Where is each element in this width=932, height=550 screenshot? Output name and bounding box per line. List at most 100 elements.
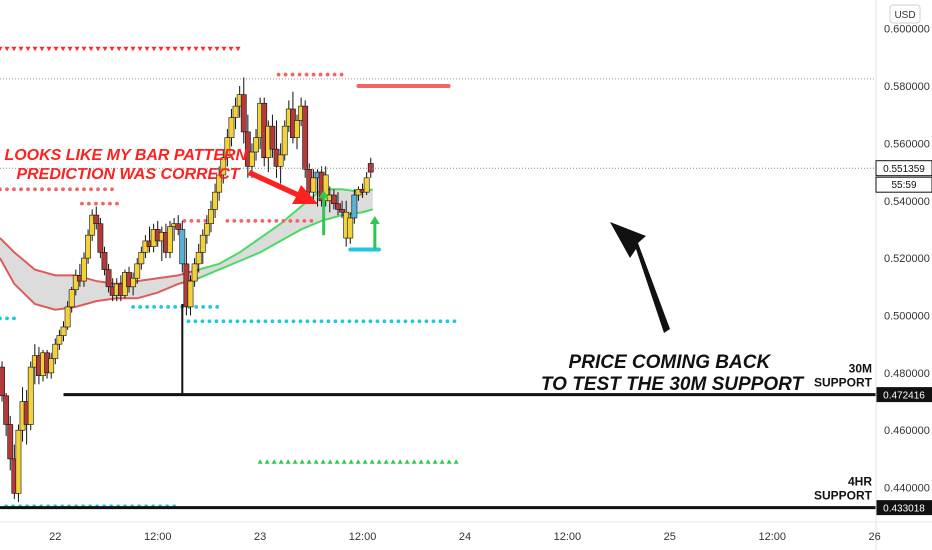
candle[interactable] [60, 321, 67, 342]
candle[interactable] [347, 212, 354, 244]
level-dot [290, 72, 295, 77]
candle[interactable] [89, 209, 96, 241]
candle[interactable] [72, 269, 79, 296]
currency-badge[interactable]: USD [889, 4, 921, 24]
candle-body [335, 203, 341, 210]
annotation-bar-pattern-text: LOOKS LIKE MY BAR PATTERN PREDICTION WAS… [4, 147, 251, 183]
level-dot [431, 319, 436, 324]
level-triangle-up [341, 459, 347, 464]
level-triangle-down [179, 46, 185, 52]
level-triangle-down [32, 46, 38, 52]
candle[interactable] [203, 215, 210, 244]
candle[interactable] [330, 189, 337, 210]
level-dot [325, 72, 330, 77]
candle[interactable] [240, 77, 247, 144]
candles[interactable] [0, 77, 374, 502]
level-dot [131, 304, 136, 309]
level-dot [200, 319, 205, 324]
candle[interactable] [228, 108, 235, 147]
candle[interactable] [15, 424, 22, 502]
candle[interactable] [105, 263, 112, 293]
candle[interactable] [187, 275, 194, 316]
candle[interactable] [277, 143, 284, 184]
candle-body [85, 234, 91, 259]
candle[interactable] [85, 229, 91, 264]
candle[interactable] [52, 338, 59, 365]
candle-body [68, 289, 75, 308]
candle-body [60, 326, 67, 336]
level-dot [225, 218, 230, 223]
level-triangle-up [383, 459, 389, 464]
candle[interactable] [7, 415, 14, 471]
candle-body [253, 137, 259, 153]
level-dot [239, 218, 244, 223]
level-triangle-up [446, 459, 452, 464]
candle[interactable] [302, 100, 309, 178]
candle[interactable] [208, 200, 214, 233]
level-dot [283, 72, 288, 77]
candle[interactable] [294, 114, 300, 150]
candle[interactable] [64, 301, 71, 330]
candle[interactable] [310, 169, 317, 204]
candle[interactable] [81, 252, 87, 287]
level-triangle-down [53, 46, 59, 52]
candle[interactable] [191, 258, 198, 287]
candle[interactable] [322, 166, 329, 207]
candle[interactable] [48, 352, 55, 379]
level-dot [12, 316, 16, 321]
candle[interactable] [269, 114, 276, 158]
candle[interactable] [244, 114, 251, 178]
candle[interactable] [27, 361, 34, 431]
candle[interactable] [3, 392, 10, 436]
candle[interactable] [130, 272, 137, 296]
level-dot [201, 304, 206, 309]
candle[interactable] [0, 361, 5, 402]
level-triangle-down [102, 46, 108, 52]
y-tick: 0.520000 [884, 253, 930, 265]
level-dot [339, 72, 344, 77]
candle[interactable] [216, 166, 223, 201]
candle[interactable] [68, 286, 75, 313]
time-axis[interactable]: 22 12:00 23 12:00 24 12:00 25 12:00 26 [0, 521, 932, 543]
candle-body [232, 105, 239, 118]
x-tick-label: 22 [49, 531, 61, 543]
candle[interactable] [335, 192, 341, 216]
candle[interactable] [224, 129, 231, 167]
candle-body [27, 366, 34, 425]
candle[interactable] [220, 149, 227, 184]
candle[interactable] [253, 129, 259, 161]
candle[interactable] [195, 243, 202, 273]
candle[interactable] [179, 220, 186, 273]
candle[interactable] [134, 258, 141, 284]
candle[interactable] [97, 217, 104, 259]
candle[interactable] [175, 215, 182, 236]
candle[interactable] [199, 229, 206, 264]
candle[interactable] [167, 220, 173, 259]
level-triangle-up [299, 459, 305, 464]
candle[interactable] [363, 172, 370, 196]
candle[interactable] [339, 200, 345, 218]
candle[interactable] [351, 189, 358, 224]
ema-lower-line-red [0, 257, 199, 311]
countdown-value: 55:59 [891, 180, 916, 191]
level-triangle-up [453, 459, 459, 464]
dotted-level-0 [0, 46, 241, 52]
candle[interactable] [232, 97, 239, 130]
candle[interactable] [281, 120, 288, 161]
level-dot [115, 201, 119, 206]
x-tick: 12:00 [349, 531, 377, 543]
level-triangle-down [18, 46, 24, 52]
level-dot [214, 319, 219, 324]
candle[interactable] [138, 246, 145, 270]
candle[interactable] [93, 206, 100, 230]
candle[interactable] [56, 329, 63, 350]
price-axis[interactable]: 0.440000 0.460000 0.480000 0.500000 0.520000… [875, 0, 930, 550]
level-dot [101, 201, 105, 206]
candle[interactable] [212, 183, 218, 218]
candle[interactable] [101, 246, 108, 276]
level-triangle-down [67, 46, 73, 52]
level-dot [382, 319, 387, 324]
candle[interactable] [367, 157, 374, 178]
candle-body [228, 117, 235, 138]
